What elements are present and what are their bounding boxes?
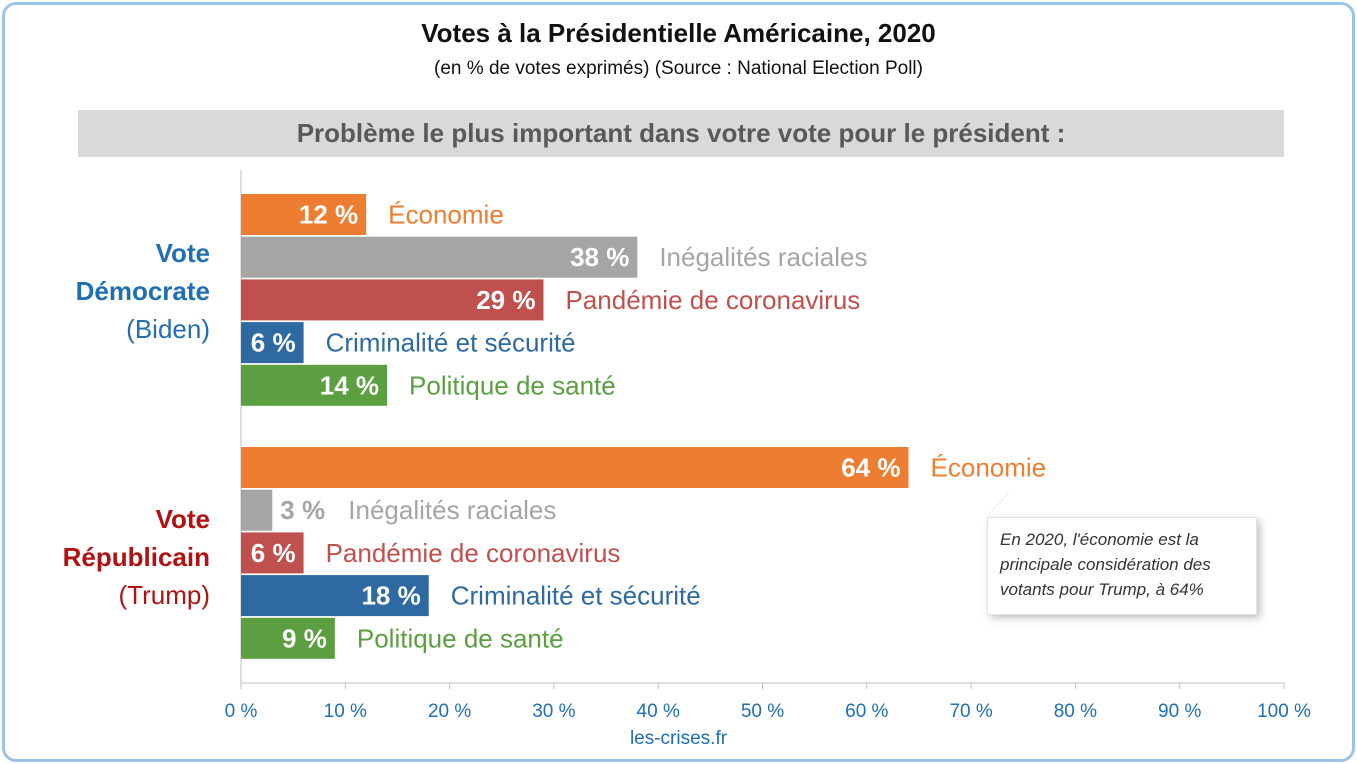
bar-category-label: Pandémie de coronavirus (326, 538, 621, 568)
x-tick-label: 50 % (741, 701, 784, 722)
bar (241, 575, 429, 617)
x-tick-label: 30 % (532, 701, 575, 722)
x-tick-label: 80 % (1054, 701, 1097, 722)
group-label-republican-line1: Vote (155, 504, 210, 534)
x-tick-label: 10 % (324, 701, 367, 722)
group-label-democrat-line2: Démocrate (75, 276, 210, 306)
group-label-republican-line2: Républicain (62, 542, 210, 572)
x-tick-label: 70 % (949, 701, 992, 722)
bar (241, 194, 367, 235)
callout-note: En 2020, l'économie est la principale co… (987, 517, 1257, 615)
bar-category-label: Inégalités raciales (348, 495, 556, 525)
bar-category-label: Politique de santé (409, 370, 616, 400)
question-banner: Problème le plus important dans votre vo… (78, 110, 1284, 157)
bar-category-label: Inégalités raciales (659, 242, 867, 272)
group-label-democrat: Vote Démocrate (Biden) (20, 234, 210, 348)
bar-value-label: 6 % (251, 538, 296, 568)
bar (241, 532, 304, 574)
bar-category-label: Politique de santé (357, 623, 564, 653)
callout-pointer (987, 493, 1009, 517)
bar-category-label: Pandémie de coronavirus (565, 285, 860, 315)
x-tick-label: 40 % (637, 701, 680, 722)
source-credit: les-crises.fr (629, 728, 728, 749)
group-label-republican: Vote Républicain (Trump) (20, 500, 210, 614)
x-tick-label: 60 % (845, 701, 888, 722)
bar-category-label: Économie (931, 453, 1047, 483)
bar (241, 489, 273, 531)
bar-value-label: 6 % (251, 328, 296, 358)
group-label-democrat-line3: (Biden) (126, 314, 210, 344)
bar-value-label: 12 % (299, 200, 358, 230)
bar (241, 236, 638, 278)
bar (241, 617, 335, 659)
x-tick-label: 0 % (225, 701, 258, 722)
bar (241, 447, 909, 488)
bar-value-label: 9 % (282, 623, 327, 653)
group-label-democrat-line1: Vote (155, 238, 210, 268)
bar-value-label: 29 % (476, 285, 535, 315)
chart-title: Votes à la Présidentielle Américaine, 20… (421, 18, 936, 48)
bar (241, 279, 544, 321)
bar-value-label: 14 % (320, 370, 379, 400)
bar-value-label: 38 % (570, 242, 629, 272)
bar-category-label: Économie (388, 200, 504, 230)
bar-category-label: Criminalité et sécurité (451, 581, 701, 611)
x-tick-label: 90 % (1158, 701, 1201, 722)
bar (241, 364, 388, 406)
bar (241, 322, 304, 364)
x-tick-label: 20 % (428, 701, 471, 722)
bar-value-label: 18 % (361, 581, 420, 611)
chart-subtitle: (en % de votes exprimés) (Source : Natio… (434, 58, 923, 79)
bar-category-label: Criminalité et sécurité (326, 328, 576, 358)
x-tick-label: 100 % (1257, 701, 1311, 722)
bar-value-label: 3 % (280, 495, 325, 525)
group-label-republican-line3: (Trump) (118, 580, 210, 610)
bar-value-label: 64 % (841, 453, 900, 483)
